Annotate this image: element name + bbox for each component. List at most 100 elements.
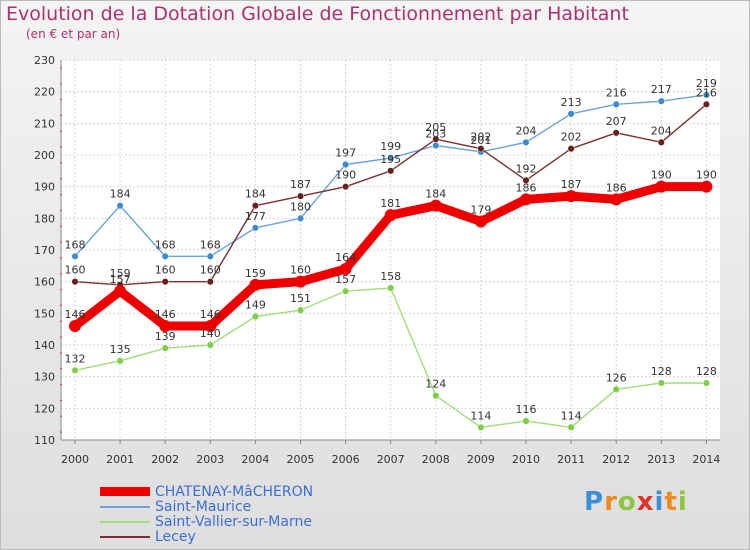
data-label: 114	[470, 409, 491, 422]
x-tick-label: 2009	[467, 453, 495, 466]
logo-letter: r	[604, 487, 618, 517]
legend-label: Lecey	[155, 528, 196, 545]
legend-swatch	[100, 487, 150, 496]
data-point-3	[251, 202, 259, 210]
data-label: 190	[335, 169, 356, 182]
legend-label: Saint-Maurice	[155, 498, 252, 515]
data-label: 186	[516, 181, 537, 194]
data-point-1	[432, 141, 440, 150]
data-label: 135	[110, 343, 131, 356]
data-label: 213	[561, 96, 582, 109]
data-point-0	[520, 193, 532, 206]
data-point-0	[700, 180, 713, 193]
data-label: 128	[696, 365, 717, 378]
data-label: 159	[245, 267, 266, 280]
data-label: 160	[65, 264, 86, 277]
logo-letter: i	[677, 487, 688, 517]
legend-swatch	[100, 520, 150, 523]
data-point-0	[69, 320, 81, 332]
data-point-1	[251, 224, 259, 232]
data-label: 195	[380, 153, 401, 166]
x-tick-label: 2006	[332, 453, 360, 466]
x-tick-label: 2007	[377, 453, 405, 466]
data-label: 186	[606, 181, 627, 194]
data-label: 160	[200, 264, 221, 277]
chart-subtitle: (en € et par an)	[26, 27, 121, 41]
data-label: 158	[380, 270, 401, 283]
data-label: 116	[516, 403, 537, 416]
data-point-2	[116, 357, 124, 365]
data-point-1	[567, 110, 575, 118]
x-tick-label: 2001	[106, 453, 134, 466]
logo-letter: o	[617, 487, 637, 517]
chart-title: Evolution de la Dotation Globale de Fonc…	[6, 3, 629, 25]
data-label: 181	[380, 197, 401, 210]
data-point-1	[387, 154, 395, 162]
data-point-3	[342, 183, 350, 191]
x-tick-label: 2014	[692, 453, 720, 466]
data-point-2	[522, 417, 530, 425]
data-label: 190	[696, 169, 717, 182]
data-label: 168	[200, 238, 221, 251]
data-label: 140	[200, 327, 221, 340]
data-point-3	[432, 135, 440, 143]
data-label: 180	[290, 200, 311, 213]
data-point-0	[249, 278, 262, 291]
data-label: 151	[290, 292, 311, 305]
data-labels-layer: 146 157 146 146 159 160 164 181 184 179 186 187 186 1…	[65, 77, 717, 423]
x-tick-labels: 2000 2001 2002 2003 2004 2005 2006 2007 2008 2009…	[61, 453, 720, 466]
data-label: 187	[561, 178, 582, 191]
x-tick-label: 2012	[602, 453, 630, 466]
data-point-2	[251, 312, 259, 321]
y-tick-label: 130	[34, 371, 55, 384]
data-point-0	[204, 320, 217, 332]
data-point-1	[657, 97, 665, 105]
legend-item: CHATENAY-MâCHERON	[100, 483, 314, 500]
data-label: 202	[561, 131, 582, 144]
y-tick-label: 140	[34, 339, 55, 352]
data-point-3	[657, 138, 665, 146]
legend: CHATENAY-MâCHERON Saint-Maurice Saint-Vall…	[100, 483, 314, 545]
data-label: 184	[110, 188, 131, 201]
data-label: 207	[606, 115, 627, 128]
y-tick-label: 170	[34, 244, 55, 257]
data-point-1	[342, 160, 350, 169]
x-tick-label: 2000	[61, 453, 89, 466]
data-point-3	[612, 129, 620, 137]
data-point-3	[522, 176, 530, 184]
data-label: 204	[651, 124, 672, 137]
data-label: 192	[516, 162, 537, 175]
data-point-0	[565, 190, 578, 203]
logo-letter: t	[664, 487, 678, 517]
data-label: 219	[696, 77, 717, 90]
data-point-2	[342, 287, 350, 295]
data-point-1	[702, 91, 710, 99]
data-label: 197	[335, 147, 356, 160]
data-label: 146	[65, 308, 86, 321]
data-label: 190	[651, 169, 672, 182]
data-point-3	[567, 145, 575, 153]
data-label: 164	[335, 251, 356, 264]
data-point-0	[384, 209, 397, 222]
y-tick-label: 180	[34, 212, 55, 225]
y-tick-label: 150	[34, 307, 55, 320]
axes	[60, 60, 720, 444]
legend-item: Saint-Maurice	[100, 498, 313, 515]
data-point-1	[206, 252, 214, 260]
data-label: 205	[425, 121, 446, 134]
data-point-1	[522, 138, 530, 146]
y-tick-label: 160	[34, 276, 55, 289]
y-tick-label: 120	[34, 402, 55, 415]
y-tick-label: 220	[34, 86, 55, 99]
x-tick-label: 2008	[422, 453, 450, 466]
series-layer	[69, 91, 713, 431]
data-label: 128	[651, 365, 672, 378]
data-point-3	[296, 192, 305, 200]
legend-label: CHATENAY-MâCHERON	[155, 483, 314, 500]
data-label: 179	[470, 204, 491, 217]
data-point-2	[612, 385, 620, 393]
x-tick-label: 2004	[241, 453, 269, 466]
x-tick-label: 2013	[647, 453, 675, 466]
y-tick-label: 200	[34, 149, 55, 162]
data-label: 160	[155, 264, 176, 277]
